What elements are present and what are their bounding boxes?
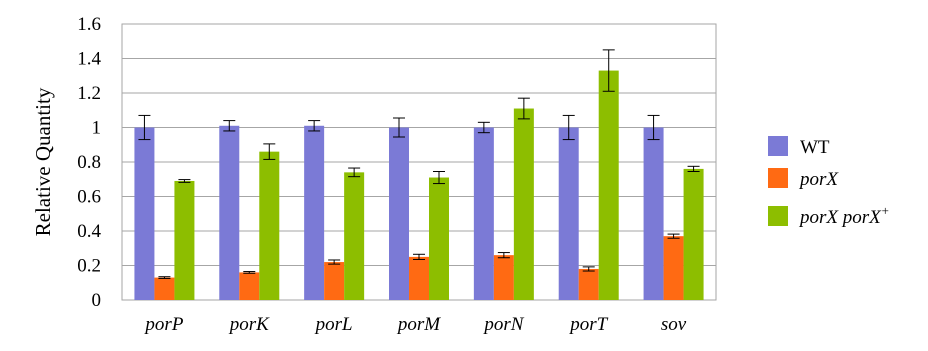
bar-porP-series-0 [134,127,155,300]
legend-label: porX [798,169,839,190]
legend-label: WT [800,137,830,158]
y-tick-label: 1.6 [77,14,101,35]
x-category-label: porP [143,314,183,335]
y-axis-label: Relative Quantity [31,87,55,236]
legend-swatch [768,168,788,188]
legend-swatch [768,206,788,226]
y-tick-label: 1.4 [77,49,101,70]
x-category-label: sov [661,314,687,335]
x-category-label: porN [482,314,524,335]
bar-sov-series-1 [663,236,684,300]
y-axis-ticks: 0 0.2 0.4 0.6 0.8 1 1.2 1.4 1.6 [77,14,101,311]
bar-porN-series-2 [513,108,534,301]
x-category-label: porL [314,314,353,335]
x-category-label: porK [228,314,270,335]
y-tick-label: 0.6 [77,187,101,208]
bar-porL-series-0 [304,125,325,301]
bar-porM-series-1 [409,256,429,300]
bar-sov-series-2 [683,168,704,300]
bar-porK-series-2 [259,151,280,300]
bar-porM-series-2 [429,177,449,300]
bar-porN-series-1 [493,255,514,300]
bar-porT-series-1 [578,268,599,300]
x-category-label: porT [568,314,608,335]
bar-sov-series-0 [643,127,664,300]
bars [134,70,704,301]
y-tick-label: 1 [92,118,102,139]
bar-porK-series-1 [239,272,260,300]
legend: WT porX porX porX+ [768,136,890,228]
bar-porL-series-1 [324,262,345,300]
y-tick-label: 0.2 [77,256,101,277]
x-axis-categories: porP porK porL porM porN porT sov [143,314,686,335]
error-bars [138,49,700,279]
bar-porM-series-0 [389,127,409,300]
x-category-label: porM [396,314,441,335]
y-tick-label: 0.4 [77,221,101,242]
bar-porK-series-0 [219,125,240,301]
y-tick-label: 1.2 [77,83,101,104]
bar-porP-series-2 [174,180,195,300]
bar-porL-series-2 [344,172,365,300]
legend-swatch [768,136,788,156]
bar-porT-series-2 [598,70,619,300]
legend-label: porX porX+ [798,203,890,228]
y-tick-label: 0 [92,290,102,311]
bar-porP-series-1 [154,277,175,300]
y-tick-label: 0.8 [77,152,101,173]
bar-porT-series-0 [558,127,579,300]
bar-porN-series-0 [473,127,494,300]
